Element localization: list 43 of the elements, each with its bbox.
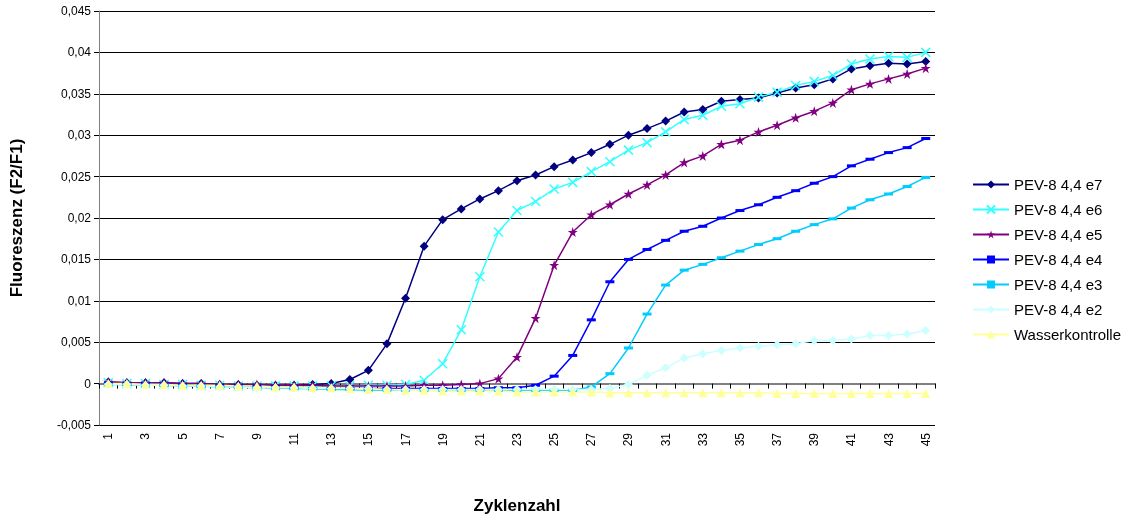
x-tick-label: 41 bbox=[844, 432, 859, 447]
x-tick-label: 15 bbox=[361, 432, 376, 447]
y-tick-label: 0 bbox=[84, 376, 92, 391]
x-tick-label: 39 bbox=[807, 432, 822, 447]
y-tick-label: 0,015 bbox=[60, 252, 92, 267]
x-tick-label: 45 bbox=[918, 432, 933, 447]
y-tick-label: 0,045 bbox=[60, 4, 92, 18]
x-tick-label: 27 bbox=[584, 432, 599, 447]
x-tick-label: 5 bbox=[175, 432, 190, 440]
legend-label: PEV-8 4,4 e6 bbox=[1014, 201, 1103, 218]
x-tick-label: 43 bbox=[881, 432, 896, 447]
y-tick-label: 0,04 bbox=[67, 45, 92, 60]
x-tick-label: 19 bbox=[435, 432, 450, 447]
y-tick-label: 0,03 bbox=[67, 128, 92, 143]
y-tick-label: 0,005 bbox=[60, 335, 92, 350]
x-tick-label: 3 bbox=[138, 432, 153, 440]
x-tick-label: 35 bbox=[732, 432, 747, 447]
x-tick-label: 9 bbox=[249, 432, 264, 440]
y-tick-label: 0,01 bbox=[67, 293, 92, 308]
x-tick-label: 31 bbox=[658, 432, 673, 447]
legend-label: PEV-8 4,4 e5 bbox=[1014, 226, 1103, 243]
y-axis-title: Fluoreszenz (F2/F1) bbox=[7, 138, 26, 298]
x-tick-label: 23 bbox=[510, 432, 524, 447]
x-tick-label: 1 bbox=[101, 432, 116, 440]
y-tick-label: -0,005 bbox=[56, 418, 92, 432]
x-tick-label: 11 bbox=[287, 432, 302, 446]
y-tick-label: 0,025 bbox=[60, 169, 92, 184]
x-tick-label: 25 bbox=[547, 432, 562, 447]
x-tick-label: 37 bbox=[770, 432, 785, 447]
y-tick-label: 0,02 bbox=[67, 211, 92, 225]
y-tick-label: 0,035 bbox=[60, 86, 92, 101]
legend-label: PEV-8 4,4 e4 bbox=[1014, 251, 1103, 268]
x-tick-label: 29 bbox=[621, 432, 636, 447]
x-tick-label: 7 bbox=[212, 432, 227, 440]
x-tick-label: 17 bbox=[398, 432, 413, 447]
legend-label: Wasserkontrolle bbox=[1014, 326, 1122, 343]
x-tick-label: 13 bbox=[324, 432, 339, 447]
x-tick-label: 33 bbox=[695, 432, 710, 447]
legend-label: PEV-8 4,4 e3 bbox=[1014, 276, 1103, 293]
x-tick-label: 21 bbox=[472, 432, 487, 447]
legend-label: PEV-8 4,4 e2 bbox=[1014, 301, 1103, 318]
legend-label: PEV-8 4,4 e7 bbox=[1014, 176, 1103, 193]
x-axis-title: Zyklenzahl bbox=[473, 496, 561, 515]
